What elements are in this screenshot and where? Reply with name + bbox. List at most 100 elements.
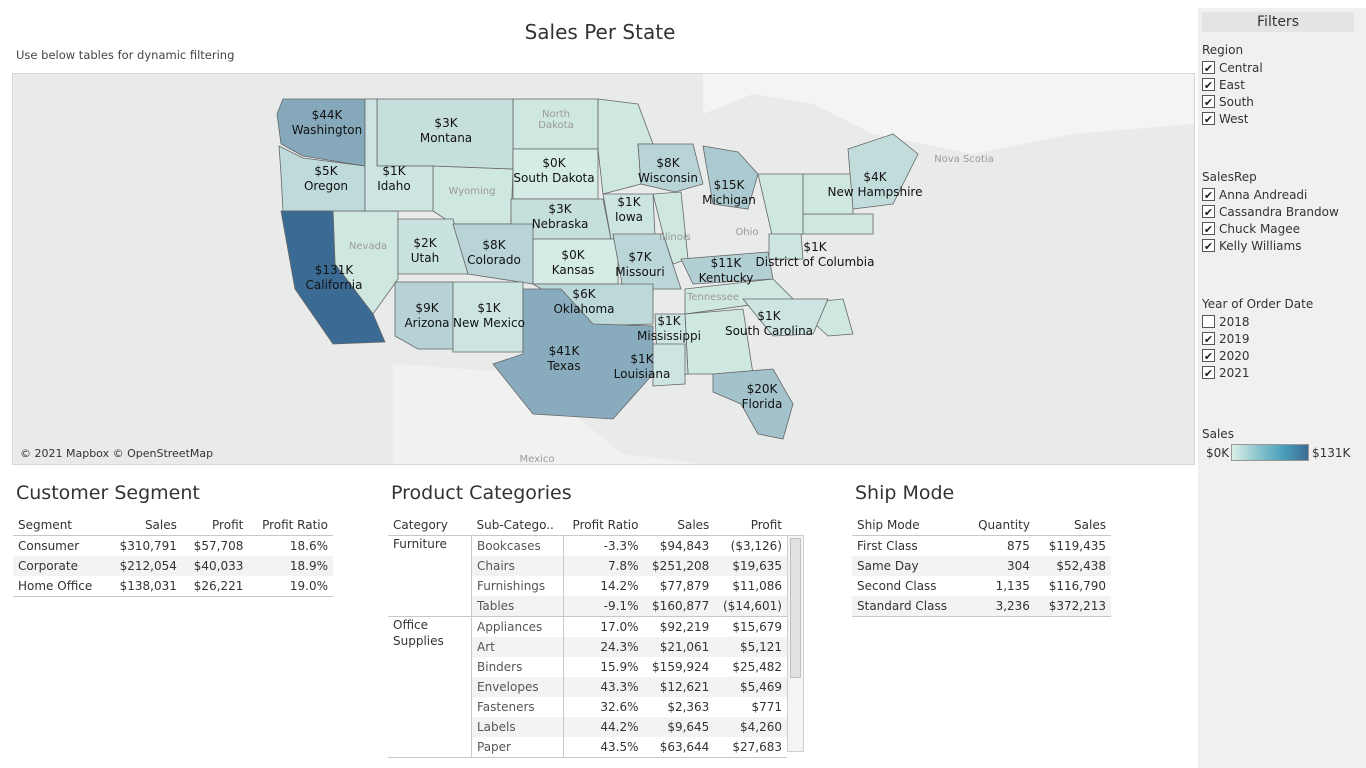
checkbox-unchecked-icon[interactable] <box>1202 315 1215 328</box>
table-row[interactable]: Corporate $212,054 $40,033 18.9% <box>13 556 333 576</box>
checkbox-checked-icon[interactable]: ✔ <box>1202 112 1215 126</box>
table-cell: Standard Class <box>852 596 966 617</box>
table-row[interactable]: Paper 43.5% $63,644 $27,683 <box>388 737 787 758</box>
table-cell: 304 <box>965 556 1035 576</box>
state-shape[interactable] <box>702 145 759 210</box>
state-sales-label: $1K District of Columbia <box>755 240 875 269</box>
checkbox-checked-icon[interactable]: ✔ <box>1202 188 1215 202</box>
column-header[interactable]: Category <box>388 515 472 536</box>
table-row[interactable]: Office Supplies Appliances 17.0% $92,219 $15… <box>388 616 787 758</box>
table-row[interactable]: Chairs 7.8% $251,208 $19,635 <box>388 556 787 576</box>
product-categories-title: Product Categories <box>391 482 572 504</box>
state-shape[interactable] <box>652 343 686 387</box>
table-row[interactable]: Consumer $310,791 $57,708 18.6% <box>13 536 333 557</box>
column-header[interactable]: Sales <box>643 515 715 536</box>
product-table-scrollbar[interactable] <box>787 535 804 752</box>
state-shape[interactable] <box>768 233 804 260</box>
filter-option-salesrep[interactable]: ✔ Anna Andreadi <box>1202 186 1307 203</box>
column-header[interactable]: Segment <box>13 515 107 536</box>
checkbox-checked-icon[interactable]: ✔ <box>1202 332 1215 346</box>
state-shape-neutral[interactable] <box>802 173 854 215</box>
column-header[interactable]: Ship Mode <box>852 515 966 536</box>
column-header[interactable]: Sub-Catego.. <box>471 515 564 536</box>
state-shape[interactable] <box>712 368 794 440</box>
filter-option-year[interactable]: ✔ 2021 <box>1202 364 1250 381</box>
column-header[interactable]: Sales <box>106 515 182 536</box>
map-place-label: Ohio <box>735 227 759 238</box>
column-header[interactable]: Profit <box>181 515 249 536</box>
table-row[interactable]: Second Class 1,135 $116,790 <box>852 576 1111 596</box>
checkbox-checked-icon[interactable]: ✔ <box>1202 95 1215 109</box>
table-row[interactable]: Furnishings 14.2% $77,879 $11,086 <box>388 576 787 596</box>
table-cell: Labels <box>471 717 565 737</box>
filter-option-salesrep[interactable]: ✔ Chuck Magee <box>1202 220 1300 237</box>
column-header[interactable]: Profit Ratio <box>248 515 333 536</box>
state-shape[interactable] <box>637 143 704 193</box>
table-cell: $15,679 <box>732 620 782 634</box>
checkbox-checked-icon[interactable]: ✔ <box>1202 349 1215 363</box>
filter-option-salesrep[interactable]: ✔ Kelly Williams <box>1202 237 1301 254</box>
product-categories-table[interactable]: Category Sub-Catego.. Profit Ratio Sales Pro… <box>388 515 787 758</box>
state-shape[interactable] <box>394 281 454 350</box>
state-shape[interactable] <box>742 298 829 337</box>
filter-option-region[interactable]: ✔ West <box>1202 110 1249 127</box>
table-row[interactable]: Tables -9.1% $160,877 ($14,601) <box>388 596 787 617</box>
table-row[interactable]: Art 24.3% $21,061 $5,121 <box>388 637 787 657</box>
sales-map[interactable]: $44K Washington $3K Montana $5K Oregon $1K … <box>12 73 1195 465</box>
filter-option-salesrep[interactable]: ✔ Cassandra Brandow <box>1202 203 1339 220</box>
sales-color-legend <box>1231 444 1309 461</box>
column-header[interactable]: Quantity <box>965 515 1035 536</box>
state-shape-neutral[interactable] <box>802 213 874 235</box>
map-credit[interactable]: © 2021 Mapbox © OpenStreetMap <box>20 447 214 460</box>
checkbox-checked-icon[interactable]: ✔ <box>1202 239 1215 253</box>
checkbox-checked-icon[interactable]: ✔ <box>1202 61 1215 75</box>
state-shape[interactable] <box>364 98 434 212</box>
table-row[interactable]: Standard Class 3,236 $372,213 <box>852 596 1111 617</box>
state-shape[interactable] <box>280 210 386 345</box>
checkbox-checked-icon[interactable]: ✔ <box>1202 222 1215 236</box>
state-shape[interactable] <box>492 288 654 420</box>
state-shape[interactable] <box>680 251 774 285</box>
table-row[interactable]: Envelopes 43.3% $12,621 $5,469 <box>388 677 787 697</box>
table-row[interactable]: Same Day 304 $52,438 <box>852 556 1111 576</box>
table-cell: Art <box>471 637 565 657</box>
filter-option-region[interactable]: ✔ South <box>1202 93 1254 110</box>
scrollbar-thumb[interactable] <box>790 538 801 678</box>
table-row[interactable]: Furniture Bookcases -3.3% $94,843 ($3,126) <box>388 535 787 617</box>
state-shape[interactable] <box>612 233 682 290</box>
table-row[interactable]: Home Office $138,031 $26,221 19.0% <box>13 576 333 597</box>
table-row[interactable]: Fasteners 32.6% $2,363 $771 <box>388 697 787 717</box>
table-cell: $21,061 <box>643 637 715 657</box>
table-cell: $77,879 <box>659 579 710 593</box>
state-sales-label: $3K Nebraska <box>531 202 589 231</box>
table-cell: First Class <box>857 539 918 553</box>
checkbox-checked-icon[interactable]: ✔ <box>1202 205 1215 219</box>
filter-option-label: Kelly Williams <box>1219 238 1302 253</box>
table-cell: 18.6% <box>289 539 328 553</box>
table-row[interactable]: First Class 875 $119,435 <box>852 536 1111 557</box>
filter-option-year[interactable]: ✔ 2020 <box>1202 347 1250 364</box>
filter-option-year[interactable]: ✔ 2019 <box>1202 330 1250 347</box>
state-sales-label: $15K Michigan <box>702 178 756 207</box>
state-sales-label: $4K New Hampshire <box>827 170 923 199</box>
checkbox-checked-icon[interactable]: ✔ <box>1202 366 1215 380</box>
column-header[interactable]: Sales <box>1034 515 1111 536</box>
table-cell: $12,621 <box>643 677 715 697</box>
state-shape[interactable] <box>847 133 919 210</box>
table-row[interactable]: Labels 44.2% $9,645 $4,260 <box>388 717 787 737</box>
column-header[interactable]: Profit Ratio <box>563 515 644 536</box>
table-cell: ($3,126) <box>730 539 782 553</box>
table-cell: Furnishings <box>471 576 565 596</box>
dashboard-subtitle: Use below tables for dynamic filtering <box>16 48 235 62</box>
state-shape-neutral[interactable] <box>652 191 689 265</box>
filter-option-region[interactable]: ✔ Central <box>1202 59 1263 76</box>
table-row[interactable]: Binders 15.9% $159,924 $25,482 <box>388 657 787 677</box>
ship-mode-table[interactable]: Ship Mode Quantity Sales First Class 875 $11… <box>852 515 1111 617</box>
map-place-label: North Dakota <box>538 109 574 131</box>
table-cell: 18.9% <box>248 556 333 576</box>
column-header[interactable]: Profit <box>714 515 787 536</box>
filter-option-region[interactable]: ✔ East <box>1202 76 1245 93</box>
customer-segment-table[interactable]: Segment Sales Profit Profit Ratio Consumer $… <box>13 515 333 597</box>
checkbox-checked-icon[interactable]: ✔ <box>1202 78 1215 92</box>
filter-option-year[interactable]: 2018 <box>1202 313 1250 330</box>
